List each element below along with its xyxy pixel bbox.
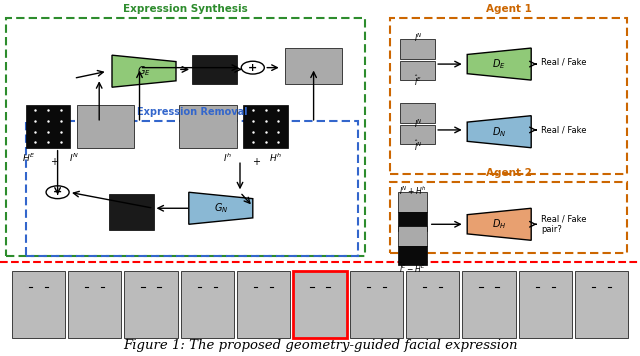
FancyBboxPatch shape bbox=[109, 194, 154, 230]
FancyBboxPatch shape bbox=[463, 271, 516, 338]
Text: $\hat{I}^E$: $\hat{I}^E$ bbox=[414, 74, 422, 88]
FancyBboxPatch shape bbox=[398, 192, 427, 212]
Text: Real / Fake: Real / Fake bbox=[541, 58, 586, 67]
Polygon shape bbox=[467, 48, 531, 80]
Text: $H^h$: $H^h$ bbox=[269, 151, 282, 164]
FancyBboxPatch shape bbox=[179, 105, 237, 148]
FancyBboxPatch shape bbox=[398, 226, 427, 246]
FancyBboxPatch shape bbox=[12, 271, 65, 338]
FancyBboxPatch shape bbox=[237, 271, 291, 338]
Text: $H^E$: $H^E$ bbox=[22, 151, 36, 164]
Text: Real / Fake
pair?: Real / Fake pair? bbox=[541, 215, 586, 234]
FancyBboxPatch shape bbox=[398, 212, 427, 231]
Text: $\hat{I}^N$: $\hat{I}^N$ bbox=[414, 139, 422, 153]
FancyBboxPatch shape bbox=[192, 55, 237, 84]
Text: Agent 1: Agent 1 bbox=[486, 4, 532, 14]
Text: Figure 1: The proposed geometry-guided facial expression: Figure 1: The proposed geometry-guided f… bbox=[123, 339, 517, 352]
Text: $G_N$: $G_N$ bbox=[214, 201, 228, 215]
FancyBboxPatch shape bbox=[77, 105, 134, 148]
FancyBboxPatch shape bbox=[349, 271, 403, 338]
Polygon shape bbox=[467, 208, 531, 240]
FancyBboxPatch shape bbox=[400, 103, 435, 123]
FancyBboxPatch shape bbox=[285, 48, 342, 84]
FancyBboxPatch shape bbox=[406, 271, 460, 338]
FancyBboxPatch shape bbox=[575, 271, 628, 338]
Circle shape bbox=[46, 186, 69, 199]
Text: Agent 2: Agent 2 bbox=[486, 168, 532, 178]
Text: $I^N$: $I^N$ bbox=[413, 118, 422, 130]
Text: Expression Removal: Expression Removal bbox=[137, 108, 247, 117]
FancyBboxPatch shape bbox=[124, 271, 177, 338]
Text: $I^N$: $I^N$ bbox=[413, 31, 422, 43]
Text: $I^N$: $I^N$ bbox=[68, 151, 79, 164]
Text: $D_N$: $D_N$ bbox=[492, 125, 506, 138]
FancyBboxPatch shape bbox=[26, 105, 70, 148]
Text: +: + bbox=[248, 63, 257, 73]
Text: $D_H$: $D_H$ bbox=[492, 218, 506, 231]
FancyBboxPatch shape bbox=[519, 271, 572, 338]
FancyBboxPatch shape bbox=[243, 105, 288, 148]
Text: +: + bbox=[51, 157, 58, 167]
Text: +: + bbox=[53, 187, 62, 197]
Text: $I^h$: $I^h$ bbox=[223, 151, 232, 164]
Text: $I^N + H^h$: $I^N + H^h$ bbox=[399, 184, 427, 197]
Text: Real / Fake: Real / Fake bbox=[541, 125, 586, 135]
FancyBboxPatch shape bbox=[180, 271, 234, 338]
FancyBboxPatch shape bbox=[400, 125, 435, 144]
Polygon shape bbox=[467, 116, 531, 148]
Text: +: + bbox=[252, 157, 260, 167]
Polygon shape bbox=[112, 55, 176, 87]
FancyBboxPatch shape bbox=[400, 61, 435, 80]
FancyBboxPatch shape bbox=[68, 271, 122, 338]
FancyBboxPatch shape bbox=[293, 271, 347, 338]
Text: Expression Synthesis: Expression Synthesis bbox=[124, 4, 248, 14]
Text: $\hat{I}^E - H^E$: $\hat{I}^E - H^E$ bbox=[399, 261, 426, 275]
Circle shape bbox=[241, 61, 264, 74]
FancyBboxPatch shape bbox=[400, 39, 435, 59]
FancyBboxPatch shape bbox=[398, 246, 427, 265]
Polygon shape bbox=[189, 192, 253, 224]
Text: $G_E$: $G_E$ bbox=[137, 64, 151, 78]
Text: $D_E$: $D_E$ bbox=[492, 57, 506, 71]
